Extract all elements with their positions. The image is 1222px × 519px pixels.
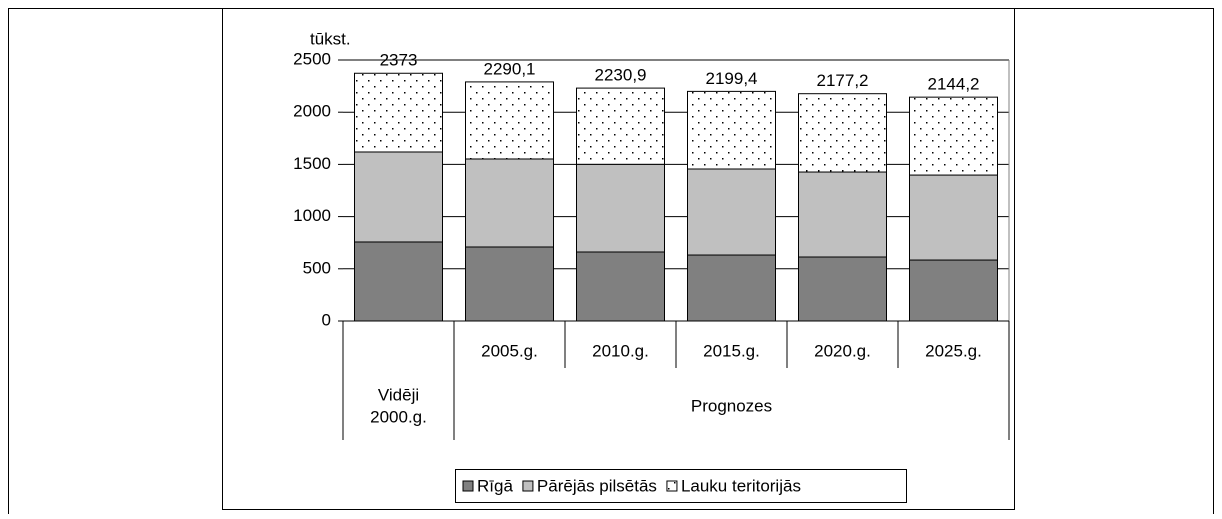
y-tick-label: 1000 xyxy=(293,206,331,225)
bar-segment xyxy=(465,81,554,160)
y-tick-label: 2000 xyxy=(293,102,331,121)
x-tick-label: 2005.g. xyxy=(481,341,538,360)
total-label: 2199,4 xyxy=(706,69,758,88)
legend-label: Pārējās pilsētās xyxy=(537,476,657,495)
bar-segment xyxy=(687,254,776,322)
total-label: 2177,2 xyxy=(817,71,869,90)
group-label: 2000.g. xyxy=(370,407,427,426)
bar-segment xyxy=(465,158,554,248)
group-label: Vidēji xyxy=(378,385,419,404)
total-label: 2230,9 xyxy=(595,66,647,85)
bar-segment xyxy=(687,168,776,256)
y-tick-label: 0 xyxy=(322,310,331,329)
total-label: 2144,2 xyxy=(928,75,980,94)
bar-segment xyxy=(354,151,443,243)
bar-segment xyxy=(798,171,887,258)
legend-label: Lauku teritorijās xyxy=(681,476,801,495)
y-tick-label: 500 xyxy=(303,258,331,277)
bar-segment xyxy=(909,259,998,322)
bar-segment xyxy=(687,90,776,170)
total-label: 2373 xyxy=(380,51,418,70)
bar-segment xyxy=(576,87,665,165)
total-label: 2290,1 xyxy=(484,59,536,78)
y-tick-label: 1500 xyxy=(293,154,331,173)
bar-segment xyxy=(576,251,665,322)
bar-segment xyxy=(576,163,665,253)
legend-label: Rīgā xyxy=(477,476,513,495)
legend-swatch xyxy=(666,480,678,492)
group-label: Prognozes xyxy=(691,396,772,415)
x-tick-label: 2020.g. xyxy=(814,341,871,360)
x-tick-label: 2010.g. xyxy=(592,341,649,360)
bar-segment xyxy=(909,174,998,261)
x-tick-label: 2025.g. xyxy=(925,341,982,360)
y-tick-label: 2500 xyxy=(293,49,331,68)
x-tick-label: 2015.g. xyxy=(703,341,760,360)
bar-segment xyxy=(354,241,443,322)
y-axis-label: tūkst. xyxy=(310,29,351,48)
bar-segment xyxy=(465,246,554,322)
bar-segment xyxy=(798,256,887,322)
bar-segment xyxy=(909,96,998,176)
bar-segment xyxy=(354,72,443,153)
bar-segment xyxy=(798,93,887,173)
legend-swatch xyxy=(462,480,474,492)
legend-swatch xyxy=(522,480,534,492)
